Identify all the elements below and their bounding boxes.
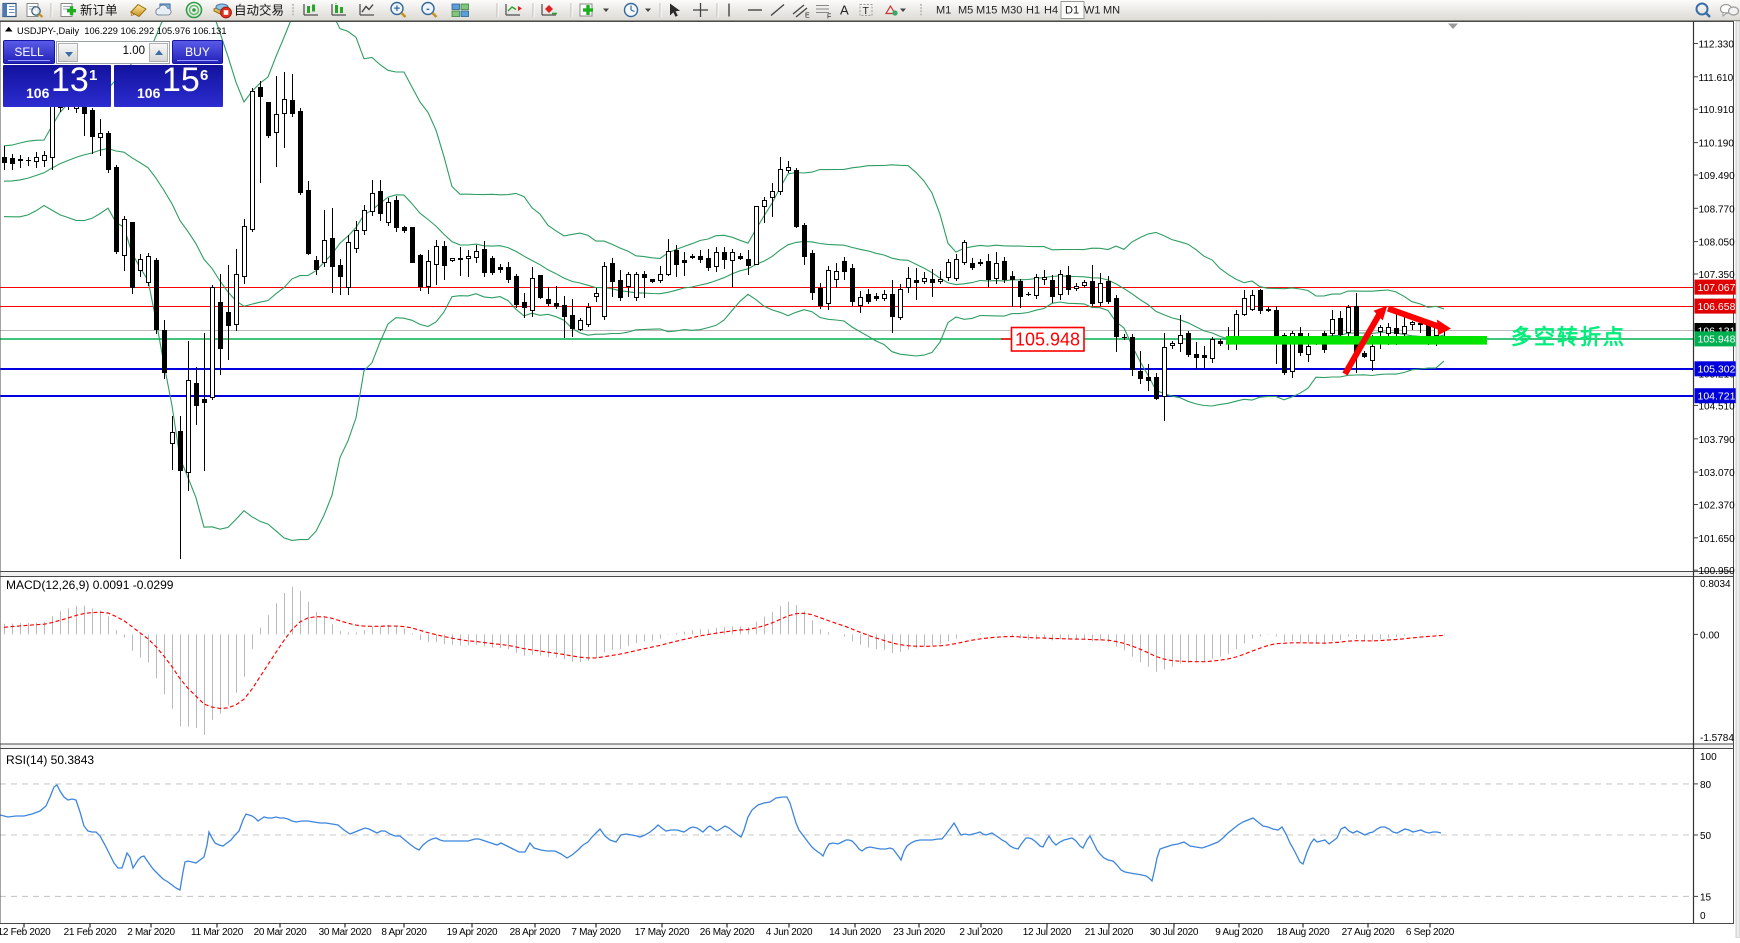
svg-text:4 Jun 2020: 4 Jun 2020 bbox=[766, 927, 813, 938]
svg-text:104.721: 104.721 bbox=[1698, 391, 1736, 403]
svg-text:2 Mar 2020: 2 Mar 2020 bbox=[127, 927, 175, 938]
svg-text:0.8034: 0.8034 bbox=[1700, 579, 1731, 590]
svg-text:14 Jun 2020: 14 Jun 2020 bbox=[829, 927, 881, 938]
svg-text:110.910: 110.910 bbox=[1699, 105, 1735, 116]
svg-text:103.070: 103.070 bbox=[1699, 468, 1736, 479]
svg-text:多空转折点: 多空转折点 bbox=[1511, 325, 1626, 349]
svg-text:28 Apr 2020: 28 Apr 2020 bbox=[510, 927, 561, 938]
svg-text:7 May 2020: 7 May 2020 bbox=[571, 927, 621, 938]
svg-text:106.658: 106.658 bbox=[1698, 301, 1736, 313]
svg-text:0.00: 0.00 bbox=[1700, 630, 1720, 641]
svg-text:105.948: 105.948 bbox=[1698, 334, 1736, 346]
svg-text:20 Mar 2020: 20 Mar 2020 bbox=[254, 927, 308, 938]
svg-text:21 Jul 2020: 21 Jul 2020 bbox=[1085, 927, 1134, 938]
svg-text:30 Jul 2020: 30 Jul 2020 bbox=[1150, 927, 1199, 938]
svg-text:9 Aug 2020: 9 Aug 2020 bbox=[1215, 927, 1263, 938]
svg-text:19 Apr 2020: 19 Apr 2020 bbox=[447, 927, 498, 938]
svg-text:E: E bbox=[805, 13, 810, 20]
svg-text:M15: M15 bbox=[976, 5, 997, 17]
svg-text:100: 100 bbox=[1700, 752, 1717, 763]
svg-text:-1.5784: -1.5784 bbox=[1700, 733, 1734, 744]
svg-text:自动交易: 自动交易 bbox=[234, 3, 284, 18]
svg-text:105.948: 105.948 bbox=[1015, 330, 1080, 350]
svg-text:H1: H1 bbox=[1026, 5, 1040, 17]
svg-text:MN: MN bbox=[1103, 5, 1120, 17]
svg-text:108.770: 108.770 bbox=[1699, 204, 1736, 215]
svg-text:新订单: 新订单 bbox=[80, 3, 118, 18]
svg-text:D1: D1 bbox=[1065, 5, 1079, 17]
svg-text:USDJPY-,Daily 106.229 106.292: USDJPY-,Daily 106.229 106.292 105.976 10… bbox=[17, 26, 227, 36]
svg-text:80: 80 bbox=[1700, 780, 1712, 791]
svg-text:A: A bbox=[840, 3, 849, 18]
svg-text:101.650: 101.650 bbox=[1699, 534, 1736, 545]
svg-text:T: T bbox=[863, 5, 870, 17]
svg-text:107.067: 107.067 bbox=[1698, 282, 1736, 294]
svg-text:104.510: 104.510 bbox=[1699, 401, 1736, 412]
svg-text:11 Mar 2020: 11 Mar 2020 bbox=[191, 927, 244, 938]
svg-text:M5: M5 bbox=[958, 5, 973, 17]
svg-text:H4: H4 bbox=[1044, 5, 1058, 17]
svg-text:MACD(12,26,9) 0.0091 -0.0299: MACD(12,26,9) 0.0091 -0.0299 bbox=[6, 578, 174, 592]
svg-text:23 Jun 2020: 23 Jun 2020 bbox=[893, 927, 945, 938]
svg-text:27 Aug 2020: 27 Aug 2020 bbox=[1342, 927, 1396, 938]
svg-text:12 Jul 2020: 12 Jul 2020 bbox=[1023, 927, 1072, 938]
svg-text:26 May 2020: 26 May 2020 bbox=[700, 927, 755, 938]
svg-text:30 Mar 2020: 30 Mar 2020 bbox=[319, 927, 373, 938]
svg-text:50: 50 bbox=[1700, 831, 1712, 842]
svg-text:17 May 2020: 17 May 2020 bbox=[635, 927, 690, 938]
svg-text:2 Jul 2020: 2 Jul 2020 bbox=[959, 927, 1003, 938]
svg-text:112.330: 112.330 bbox=[1699, 40, 1735, 51]
svg-text:M1: M1 bbox=[936, 5, 951, 17]
svg-text:21 Feb 2020: 21 Feb 2020 bbox=[64, 927, 118, 938]
svg-text:109.490: 109.490 bbox=[1699, 171, 1736, 182]
svg-text:W1: W1 bbox=[1084, 5, 1101, 17]
svg-text:0: 0 bbox=[1700, 911, 1706, 922]
svg-text:8 Apr 2020: 8 Apr 2020 bbox=[381, 927, 427, 938]
svg-text:12 Feb 2020: 12 Feb 2020 bbox=[0, 927, 51, 938]
svg-text:-: - bbox=[426, 3, 430, 15]
svg-text:18 Aug 2020: 18 Aug 2020 bbox=[1277, 927, 1331, 938]
svg-text:105.302: 105.302 bbox=[1698, 364, 1736, 376]
svg-text:107.350: 107.350 bbox=[1699, 270, 1736, 281]
svg-text:100.950: 100.950 bbox=[1699, 566, 1736, 577]
svg-text:6 Sep 2020: 6 Sep 2020 bbox=[1406, 927, 1455, 938]
svg-text:RSI(14) 50.3843: RSI(14) 50.3843 bbox=[6, 753, 94, 767]
svg-text:110.190: 110.190 bbox=[1699, 139, 1735, 150]
svg-text:111.610: 111.610 bbox=[1699, 73, 1734, 84]
svg-text:F: F bbox=[827, 14, 831, 21]
svg-text:+: + bbox=[394, 3, 400, 15]
svg-text:103.790: 103.790 bbox=[1699, 435, 1736, 446]
svg-text:108.050: 108.050 bbox=[1699, 238, 1736, 249]
svg-text:102.370: 102.370 bbox=[1699, 501, 1736, 512]
svg-text:15: 15 bbox=[1700, 892, 1712, 903]
svg-text:M30: M30 bbox=[1001, 5, 1022, 17]
